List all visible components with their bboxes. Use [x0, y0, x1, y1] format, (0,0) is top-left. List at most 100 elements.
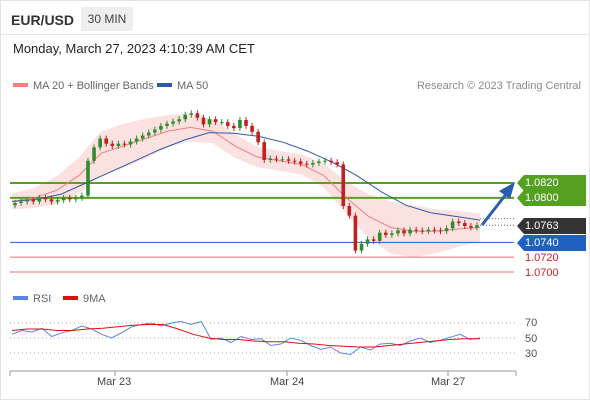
candle-body [359, 243, 364, 251]
candle-body [92, 147, 96, 161]
candle-body [116, 143, 121, 146]
candle-body [49, 199, 54, 202]
candle-body [177, 119, 181, 122]
timestamp: Monday, March 27, 2023 4:10:39 AM CET [13, 41, 255, 56]
candle-body [438, 230, 443, 232]
candle-body [268, 158, 273, 161]
candle-body [383, 232, 388, 235]
legend-ma50-swatch [157, 83, 172, 88]
candle-body [74, 197, 78, 200]
candle-body [298, 161, 303, 164]
candle-body [244, 119, 248, 126]
ma20-line [11, 126, 481, 232]
candle-body [165, 123, 169, 126]
ma50-line [11, 132, 481, 221]
candle-body [475, 225, 479, 228]
legend-ma20: MA 20 + Bollinger Bands [13, 80, 154, 92]
candle-body [238, 119, 242, 129]
pair-title: EUR/USD [11, 12, 75, 28]
candle-body [371, 239, 376, 241]
legend-ma50: MA 50 [157, 80, 208, 92]
candle-body [128, 141, 133, 145]
rsi-level-30: 30 [525, 348, 538, 360]
bollinger-band-area [12, 113, 480, 258]
candle-body [329, 160, 333, 163]
candle-body [146, 132, 151, 136]
candle-body [292, 160, 297, 162]
candle-body [13, 203, 17, 206]
resistance-2-tag: 1.0820 [517, 175, 586, 191]
candle-body [444, 228, 449, 232]
candle-body [61, 197, 66, 201]
candle-body [195, 113, 200, 118]
x-label-mar27: Mar 27 [431, 376, 466, 388]
header-divider [0, 34, 590, 35]
candle-body [201, 117, 206, 125]
candle-body [219, 122, 224, 124]
legend-ma20-swatch [13, 83, 28, 88]
candle-body [402, 230, 406, 234]
x-label-mar23: Mar 23 [97, 376, 132, 388]
candle-body [280, 159, 285, 161]
candle-body [426, 229, 431, 232]
legend-ma50-label: MA 50 [177, 80, 209, 92]
legend-rsi-swatch [13, 296, 28, 301]
candle-body [104, 138, 109, 144]
support-2-label: 1.0720 [525, 252, 559, 264]
candle-body [140, 135, 145, 139]
candle-body [450, 221, 455, 229]
rsi-level-50: 50 [525, 333, 538, 345]
candle-body [469, 226, 473, 228]
legend-rsi-label: RSI [33, 293, 52, 305]
candle-body [377, 232, 382, 241]
support-3-label: 1.0700 [525, 267, 559, 279]
candle-body [55, 200, 60, 202]
candle-body [189, 113, 194, 115]
candle-body [311, 162, 315, 165]
candle-body [37, 197, 42, 202]
candle-body [232, 125, 236, 129]
candle-body [396, 230, 400, 234]
candle-body [159, 125, 163, 130]
x-label-mar24: Mar 24 [270, 376, 305, 388]
forecast-arrow-head [499, 182, 515, 199]
rsi-level-70: 70 [525, 317, 538, 329]
candle-body [86, 160, 90, 196]
candle-body [365, 239, 370, 244]
candle-body [250, 125, 254, 132]
resistance-1-tag: 1.0800 [517, 190, 586, 206]
candle-body [463, 223, 467, 227]
support-1-tag: 1.0740 [517, 235, 586, 251]
legend-9ma: 9MA [63, 293, 106, 305]
candle-body [80, 195, 84, 198]
legend-ma20-label: MA 20 + Bollinger Bands [33, 80, 154, 92]
candle-body [25, 200, 29, 202]
candle-body [98, 138, 102, 148]
candle-body [420, 230, 425, 232]
candle-body [19, 201, 23, 204]
candle-body [408, 229, 412, 234]
candle-body [43, 197, 48, 200]
candle-body [304, 163, 309, 165]
legend-9ma-label: 9MA [83, 293, 106, 305]
candle-body [183, 114, 188, 120]
candle-body [353, 215, 358, 251]
candle-body [335, 162, 339, 165]
candle-body [225, 122, 230, 126]
candle-body [110, 143, 115, 146]
candle-body [286, 159, 291, 161]
9ma-line [11, 324, 480, 348]
timeframe-button[interactable]: 30 MIN [81, 7, 133, 31]
candle-body [134, 138, 139, 142]
forecast-arrow-shaft [480, 192, 509, 226]
candle-body [432, 229, 437, 231]
candle-body [171, 121, 175, 124]
candle-body [274, 158, 279, 160]
candle-body [31, 200, 36, 202]
candle-body [213, 119, 218, 123]
legend-9ma-swatch [63, 296, 78, 301]
candle-body [67, 197, 72, 200]
legend-rsi: RSI [13, 293, 51, 305]
copyright: Research © 2023 Trading Central [416, 80, 581, 92]
